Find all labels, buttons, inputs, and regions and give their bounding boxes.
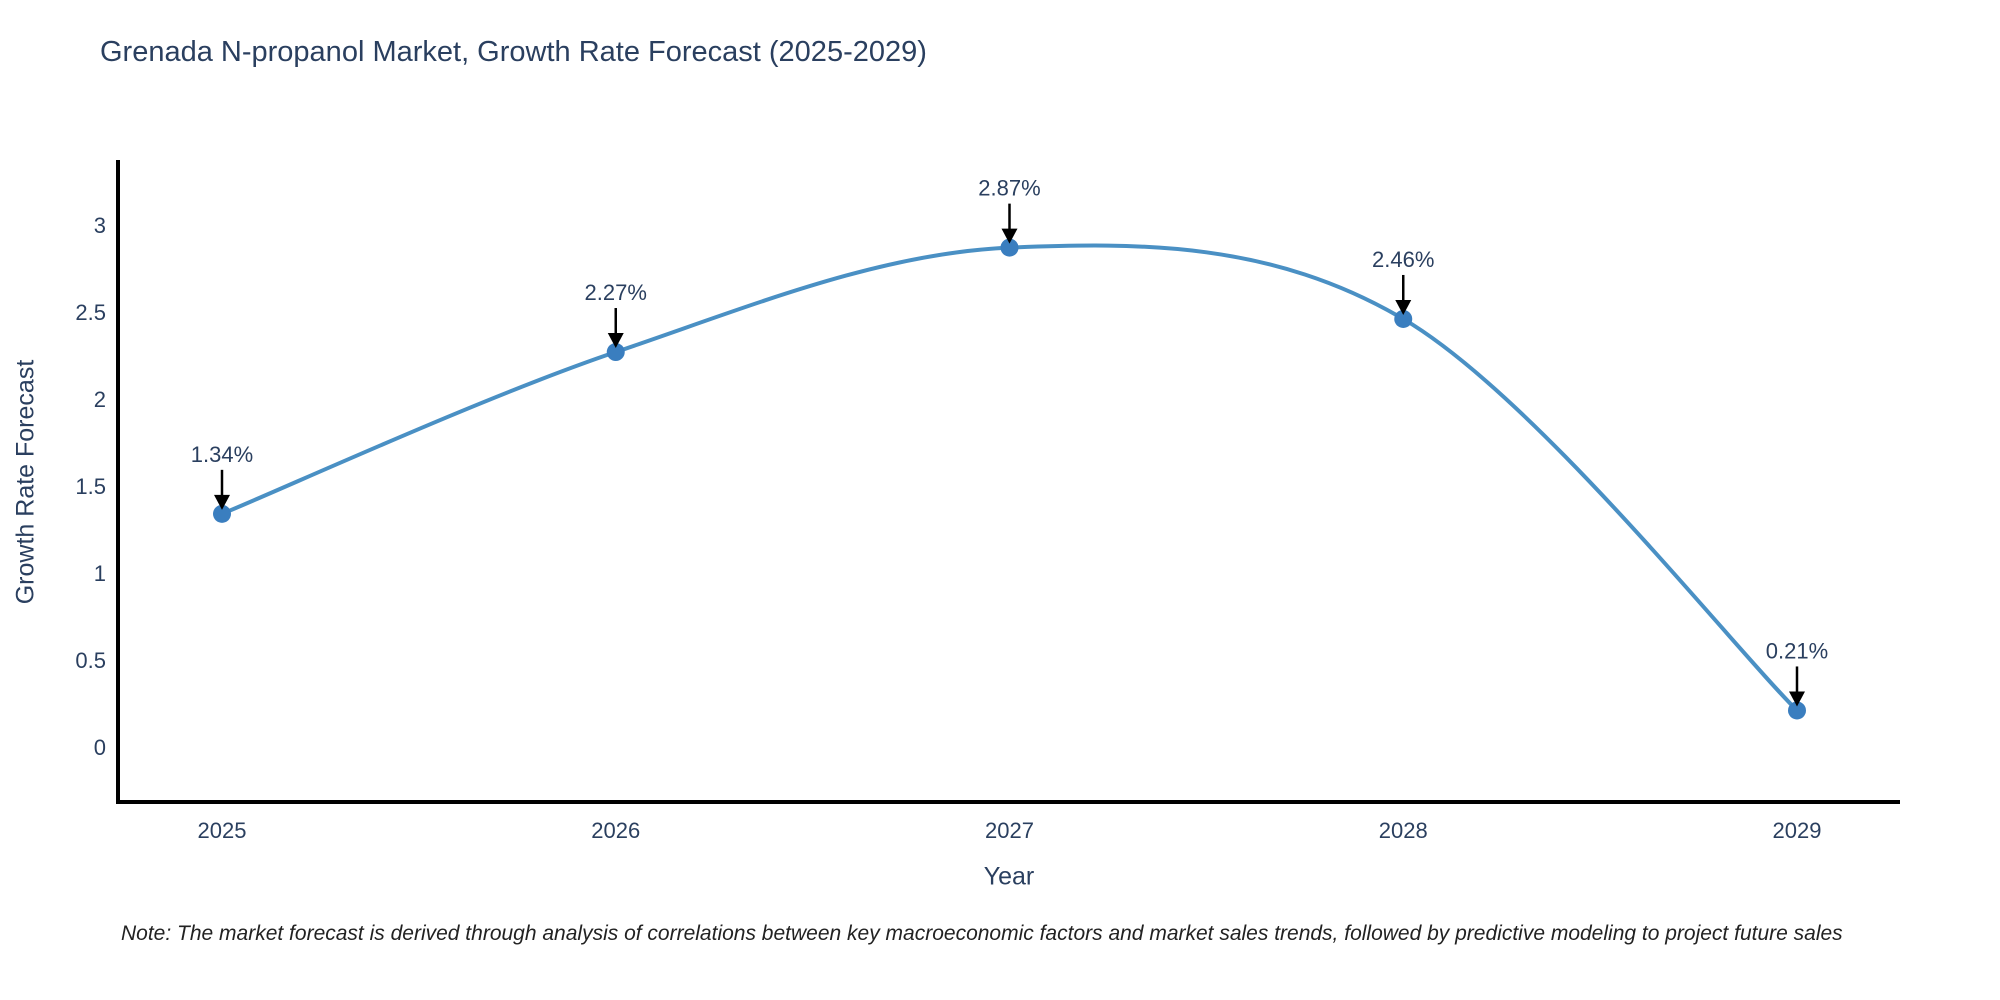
x-tick-label-2028: 2028 <box>1379 818 1428 843</box>
data-point-2027[interactable] <box>1000 238 1019 257</box>
x-tick-label-2029: 2029 <box>1773 818 1822 843</box>
growth-line <box>221 243 1799 712</box>
data-point-2025[interactable] <box>213 504 231 523</box>
y-tick-label-1.5: 1.5 <box>75 474 106 499</box>
footnote: Note: The market forecast is derived thr… <box>121 922 1843 945</box>
data-point-2029[interactable] <box>1788 701 1806 720</box>
annotation-label-2027: 2.87% <box>978 176 1040 201</box>
chart-title: Grenada N-propanol Market, Growth Rate F… <box>100 36 927 68</box>
annotation-label-2029: 0.21% <box>1766 638 1828 663</box>
x-tick-label-2026: 2026 <box>591 818 640 843</box>
x-axis-title: Year <box>983 862 1035 891</box>
annotation-arrowhead-icon <box>1001 228 1018 244</box>
y-axis-title: Growth Rate Forecast <box>11 359 40 605</box>
growth-rate-line-chart: 0 0.5 1 1.5 2 2.5 3 2025 2026 2027 2028 2029 1.34% 2.… <box>75 160 1900 843</box>
annotation-arrowhead-icon <box>214 494 230 510</box>
annotation-arrowhead-icon <box>607 333 624 349</box>
x-tick-label-2027: 2027 <box>985 818 1034 843</box>
y-tick-label-2.5: 2.5 <box>75 300 106 325</box>
y-tick-label-1: 1 <box>94 561 106 586</box>
y-tick-label-3: 3 <box>94 213 106 238</box>
annotation-arrowhead-icon <box>1395 299 1412 315</box>
data-point-2028[interactable] <box>1394 309 1413 328</box>
y-tick-label-0.5: 0.5 <box>75 648 106 673</box>
x-tick-label-2025: 2025 <box>198 818 247 843</box>
y-tick-label-0: 0 <box>94 735 106 760</box>
annotation-arrowhead-icon <box>1789 691 1805 707</box>
y-tick-label-2: 2 <box>94 387 106 412</box>
annotation-label-2028: 2.46% <box>1372 247 1434 272</box>
annotation-label-2026: 2.27% <box>585 280 647 305</box>
annotation-label-2025: 1.34% <box>191 442 253 467</box>
data-point-2026[interactable] <box>606 343 625 362</box>
